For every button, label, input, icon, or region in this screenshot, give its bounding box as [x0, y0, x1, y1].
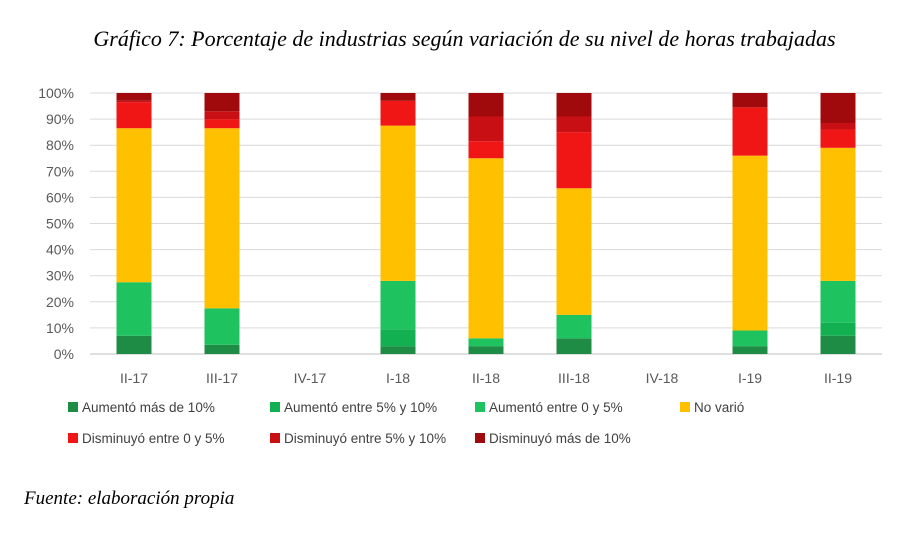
bar-segment — [468, 158, 504, 339]
legend-swatch — [68, 402, 78, 412]
bar-segment — [116, 335, 152, 354]
bar-segment — [468, 346, 504, 354]
legend-label: Aumentó más de 10% — [82, 400, 215, 415]
x-tick-label: II-18 — [472, 370, 500, 386]
y-tick-label: 0% — [54, 346, 74, 362]
x-tick-label: II-17 — [120, 370, 148, 386]
bars — [116, 93, 856, 354]
bar-segment — [732, 330, 768, 347]
x-tick-label: I-19 — [738, 370, 762, 386]
bar-segment — [556, 132, 592, 189]
y-axis-tick-labels: 0% 10% 20% 30% 40% 50% 60% 70% 80% 90% 100% — [38, 85, 74, 362]
bar-segment — [820, 93, 856, 124]
x-tick-label: III-17 — [206, 370, 238, 386]
bar-segment — [468, 141, 504, 159]
source-note: Fuente: elaboración propia — [24, 488, 235, 509]
bar-segment — [732, 346, 768, 354]
legend-label: Disminuyó más de 10% — [489, 431, 631, 446]
bar-segment — [380, 93, 416, 101]
y-tick-label: 20% — [46, 294, 74, 310]
bar-segment — [380, 329, 416, 347]
legend-label: Aumentó entre 5% y 10% — [284, 400, 437, 415]
bar-segment — [204, 344, 240, 354]
bar-segment — [732, 107, 768, 156]
legend-label: Disminuyó entre 5% y 10% — [284, 431, 446, 446]
chart-title: Gráfico 7: Porcentaje de industrias segú… — [93, 26, 836, 51]
bar-segment — [556, 314, 592, 339]
legend-swatch — [475, 402, 485, 412]
bar-segment — [204, 93, 240, 112]
y-tick-label: 30% — [46, 268, 74, 284]
bar-segment — [556, 93, 592, 117]
y-tick-label: 80% — [46, 137, 74, 153]
y-tick-label: 70% — [46, 163, 74, 179]
bar-segment — [820, 129, 856, 148]
bar-segment — [820, 280, 856, 323]
legend-label: Disminuyó entre 0 y 5% — [82, 431, 225, 446]
bar-segment — [380, 346, 416, 354]
bar-segment — [380, 100, 416, 126]
bar-segment — [204, 308, 240, 345]
legend-swatch — [475, 433, 485, 443]
bar-segment — [380, 125, 416, 281]
bar-segment — [204, 111, 240, 120]
x-axis-tick-labels: II-17 III-17 IV-17 I-18 II-18 III-18 IV-18 I-19… — [120, 370, 852, 386]
bar-segment — [820, 335, 856, 354]
bar-segment — [204, 119, 240, 129]
x-tick-label: IV-18 — [646, 370, 679, 386]
bar-segment — [556, 116, 592, 133]
bar-segment — [468, 93, 504, 117]
bar-segment — [820, 322, 856, 336]
legend-swatch — [270, 402, 280, 412]
bar-segment — [116, 128, 152, 283]
y-tick-label: 60% — [46, 189, 74, 205]
x-tick-label: IV-17 — [294, 370, 327, 386]
y-tick-label: 40% — [46, 242, 74, 258]
legend-label: Aumentó entre 0 y 5% — [489, 400, 623, 415]
bar-segment — [204, 128, 240, 309]
y-tick-label: 90% — [46, 111, 74, 127]
legend-swatch — [68, 433, 78, 443]
x-tick-label: I-18 — [386, 370, 410, 386]
legend-swatch — [270, 433, 280, 443]
bar-segment — [732, 93, 768, 108]
bar-segment — [820, 123, 856, 130]
bar-segment — [732, 155, 768, 331]
bar-segment — [556, 338, 592, 354]
bar-segment — [116, 282, 152, 336]
y-tick-label: 100% — [38, 85, 74, 101]
bar-segment — [556, 188, 592, 315]
bar-segment — [820, 147, 856, 281]
bar-segment — [468, 338, 504, 347]
bar-segment — [116, 102, 152, 129]
x-tick-label: II-19 — [824, 370, 852, 386]
legend-label: No varió — [694, 400, 744, 415]
bar-segment — [116, 93, 152, 101]
bar-segment — [468, 116, 504, 142]
bar-segment — [116, 100, 152, 103]
legend: Aumentó más de 10% Aumentó entre 5% y 10%… — [68, 400, 744, 446]
legend-swatch — [680, 402, 690, 412]
bar-segment — [380, 280, 416, 330]
y-tick-label: 50% — [46, 216, 74, 232]
y-tick-label: 10% — [46, 320, 74, 336]
x-tick-label: III-18 — [558, 370, 590, 386]
